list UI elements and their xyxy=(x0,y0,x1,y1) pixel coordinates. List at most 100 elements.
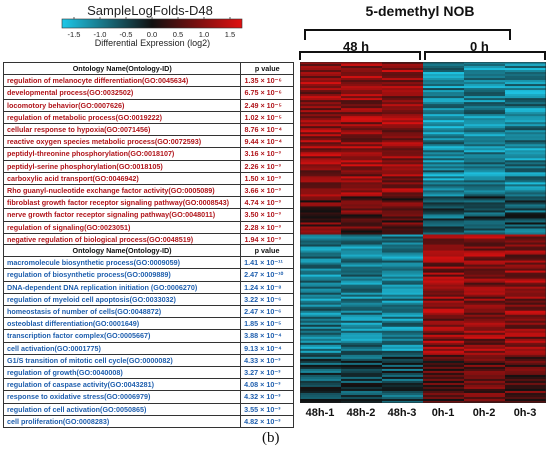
heatmap-cell xyxy=(341,340,383,344)
heatmap-cell xyxy=(341,202,383,205)
heatmap-cell xyxy=(505,296,546,300)
heatmap-cell xyxy=(423,256,465,260)
heatmap-cell xyxy=(423,88,465,91)
heatmap-cell xyxy=(423,148,465,151)
heatmap-cell xyxy=(382,100,424,103)
heatmap-cell xyxy=(423,106,465,109)
heatmap-cell xyxy=(423,338,465,342)
heatmap-cell xyxy=(505,214,546,217)
heatmap-cell xyxy=(505,226,546,229)
heatmap-cell xyxy=(505,210,546,213)
heatmap-cell xyxy=(464,178,506,181)
heatmap-cell xyxy=(382,126,424,129)
heatmap-cell xyxy=(382,254,424,258)
colorbar: -1.5 -1.0 -0.5 0.0 0.5 1.0 1.5 xyxy=(61,17,243,39)
heatmap-cell xyxy=(423,344,465,348)
heatmap-cell xyxy=(300,240,342,244)
heatmap-cell xyxy=(505,196,546,199)
heatmap-cell xyxy=(464,84,506,87)
heatmap-cell xyxy=(464,126,506,129)
heatmap-cell xyxy=(423,348,465,352)
heatmap-cell xyxy=(423,82,465,85)
heatmap-cell xyxy=(423,262,465,266)
heatmap-cell xyxy=(464,220,506,223)
heatmap-cell xyxy=(464,388,506,392)
heatmap-cell xyxy=(505,240,546,244)
heatmap-cell xyxy=(341,334,383,338)
heatmap-cell xyxy=(505,102,546,105)
heatmap-cell xyxy=(464,400,506,403)
heatmap-cell xyxy=(423,320,465,324)
heatmap-cell xyxy=(464,248,506,252)
heatmap-cell xyxy=(382,112,424,115)
heatmap-cell xyxy=(300,322,342,326)
heatmap-cell xyxy=(464,372,506,376)
heatmap-cell xyxy=(341,64,383,67)
heatmap-cell xyxy=(505,128,546,131)
heatmap-cell xyxy=(464,278,506,282)
heatmap-cell xyxy=(300,156,342,159)
heatmap-cell xyxy=(464,326,506,330)
heatmap-cell xyxy=(423,86,465,89)
heatmap-cell xyxy=(382,398,424,402)
heatmap-cell xyxy=(382,248,424,252)
heatmap-cell xyxy=(423,386,465,390)
heatmap-cell xyxy=(423,392,465,396)
heatmap-cell xyxy=(300,118,342,121)
heatmap-cell xyxy=(341,148,383,151)
heatmap-cell xyxy=(423,232,465,236)
heatmap-cell xyxy=(341,168,383,171)
heatmap-cell xyxy=(423,116,465,119)
heatmap-cell xyxy=(464,350,506,354)
heatmap-cell xyxy=(464,212,506,215)
heatmap-cell xyxy=(341,222,383,225)
heatmap-cell xyxy=(464,188,506,191)
heatmap-cell xyxy=(300,282,342,286)
heatmap-cell xyxy=(341,380,383,384)
heatmap-cell xyxy=(300,158,342,161)
heatmap-cell xyxy=(300,190,342,193)
heatmap-cell xyxy=(505,232,546,236)
heatmap-cell xyxy=(341,166,383,169)
heatmap-cell xyxy=(300,168,342,171)
heatmap-cell xyxy=(505,124,546,127)
heatmap-cell xyxy=(464,328,506,332)
heatmap-cell xyxy=(341,170,383,173)
heatmap-cell xyxy=(382,376,424,380)
heatmap-cell xyxy=(382,88,424,91)
heatmap-cell xyxy=(464,100,506,103)
p-value: 1.41 × 10⁻¹¹ xyxy=(240,256,294,270)
heatmap-cell xyxy=(464,120,506,123)
heatmap-cell xyxy=(464,152,506,155)
heatmap-cell xyxy=(382,258,424,262)
heatmap-cell xyxy=(505,370,546,374)
heatmap-cell xyxy=(505,178,546,181)
heatmap-cell xyxy=(382,220,424,223)
heatmap-cell xyxy=(341,154,383,157)
heatmap-cell xyxy=(341,270,383,274)
heatmap-cell xyxy=(300,394,342,398)
heatmap-cell xyxy=(505,64,546,67)
heatmap-cell xyxy=(382,308,424,312)
heatmap-cell xyxy=(341,310,383,314)
heatmap-cell xyxy=(300,382,342,386)
heatmap-cell xyxy=(300,332,342,336)
heatmap-cell xyxy=(300,106,342,109)
table-row: regulation of signaling(GO:0023051) 2.28 … xyxy=(2,220,294,234)
heatmap-cell xyxy=(382,196,424,199)
p-value: 4.33 × 10⁻³ xyxy=(240,353,294,368)
heatmap-cell xyxy=(300,312,342,316)
heatmap-cell xyxy=(300,238,342,242)
column-label: 48h-3 xyxy=(387,407,417,419)
heatmap-cell xyxy=(341,228,383,231)
heatmap-cell xyxy=(341,194,383,197)
heatmap xyxy=(300,62,546,403)
heatmap-cell xyxy=(382,384,424,388)
heatmap-cell xyxy=(505,222,546,225)
heatmap-cell xyxy=(505,154,546,157)
heatmap-cell xyxy=(382,370,424,374)
ontology-term: peptidyl-threonine phosphorylation(GO:00… xyxy=(2,147,242,161)
heatmap-cell xyxy=(464,234,506,238)
heatmap-cell xyxy=(464,122,506,125)
heatmap-cell xyxy=(505,366,546,370)
